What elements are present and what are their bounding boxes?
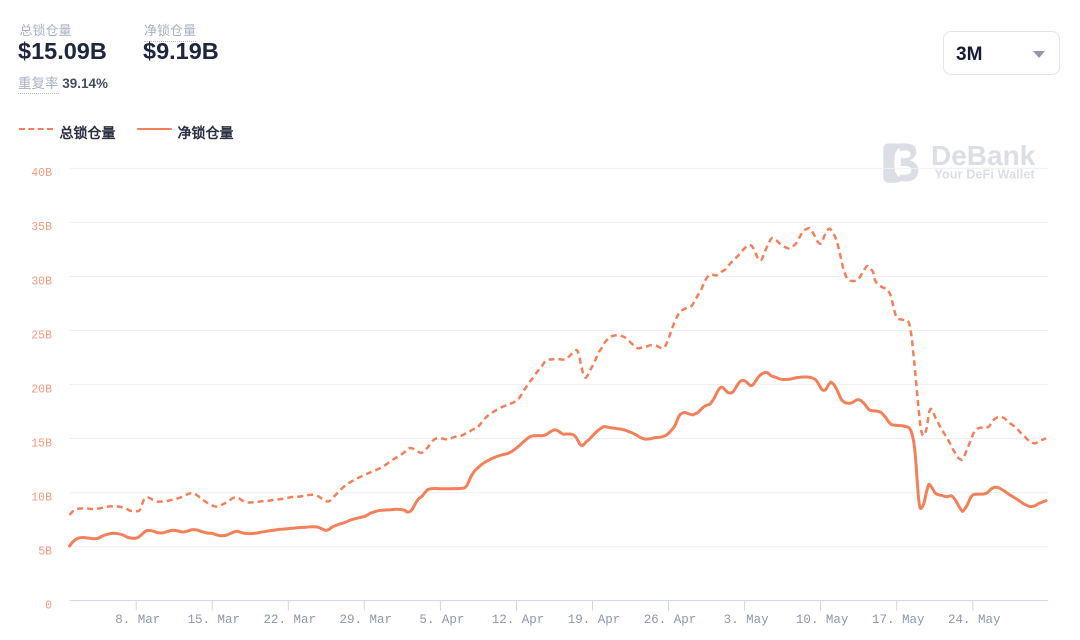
svg-text:5. Apr: 5. Apr [419, 613, 464, 627]
svg-text:40B: 40B [31, 167, 52, 180]
svg-text:10. May: 10. May [796, 613, 849, 627]
svg-text:0: 0 [45, 599, 52, 612]
svg-text:10B: 10B [31, 491, 52, 504]
svg-text:Your DeFi Wallet: Your DeFi Wallet [935, 168, 1036, 182]
svg-text:8. Mar: 8. Mar [115, 613, 160, 627]
svg-text:15. Mar: 15. Mar [188, 613, 241, 627]
svg-text:DeBank: DeBank [931, 140, 1036, 171]
svg-text:19. Apr: 19. Apr [568, 613, 621, 627]
svg-text:22. Mar: 22. Mar [264, 613, 317, 627]
svg-text:15B: 15B [31, 437, 52, 450]
svg-text:12. Apr: 12. Apr [492, 613, 545, 627]
svg-text:25B: 25B [31, 329, 52, 342]
svg-text:30B: 30B [31, 275, 52, 288]
svg-text:26. Apr: 26. Apr [644, 613, 697, 627]
svg-text:5B: 5B [38, 545, 52, 558]
svg-text:24. May: 24. May [948, 613, 1001, 627]
svg-text:35B: 35B [31, 221, 52, 234]
svg-text:3. May: 3. May [724, 613, 770, 627]
svg-text:17. May: 17. May [872, 613, 925, 627]
svg-text:20B: 20B [31, 383, 52, 396]
svg-text:29. Mar: 29. Mar [340, 613, 393, 627]
